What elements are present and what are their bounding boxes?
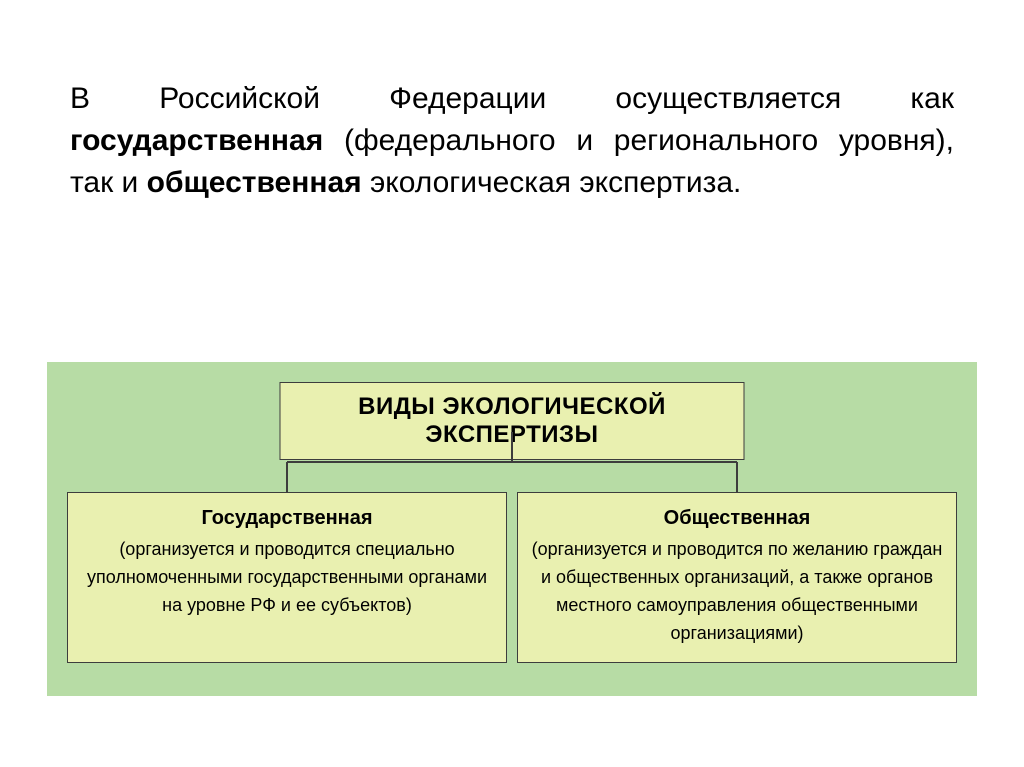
diagram-container: ВИДЫ ЭКОЛОГИЧЕСКОЙ ЭКСПЕРТИЗЫ Государств… (47, 362, 977, 696)
diagram-header-box: ВИДЫ ЭКОЛОГИЧЕСКОЙ ЭКСПЕРТИЗЫ (280, 382, 745, 460)
intro-paragraph: В Российской Федерации осуществляется ка… (70, 78, 954, 204)
branch-row: Государственная (организуется и проводит… (47, 492, 977, 663)
branch-left-title: Государственная (80, 507, 494, 530)
branch-right-title: Общественная (530, 507, 944, 530)
branch-left: Государственная (организуется и проводит… (67, 492, 507, 663)
diagram-header-text: ВИДЫ ЭКОЛОГИЧЕСКОЙ ЭКСПЕРТИЗЫ (358, 393, 666, 448)
intro-bold-span: общественная (147, 166, 362, 199)
intro-text-span: В Российской Федерации осуществляется ка… (70, 82, 954, 115)
intro-bold-span: государственная (70, 124, 323, 157)
intro-text-span: экологическая экспертиза. (362, 166, 742, 199)
branch-right-desc: (организуется и проводится по желанию гр… (530, 536, 944, 648)
branch-left-desc: (организуется и проводится специально уп… (80, 536, 494, 620)
branch-right: Общественная (организуется и проводится … (517, 492, 957, 663)
